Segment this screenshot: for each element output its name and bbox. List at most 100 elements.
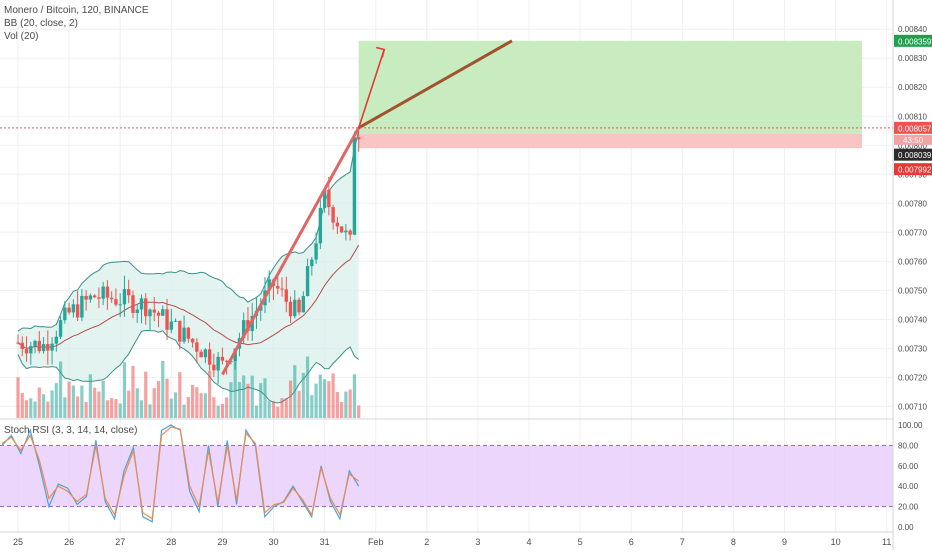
candle-body [352,137,357,235]
time-tick-label: Feb [368,537,384,547]
volume-bar [331,373,335,418]
price-tick-label: 0.00840 [898,25,927,34]
stop-price-tag-digit: 92 [922,166,931,175]
volume-bar [88,374,92,418]
candle-body [101,286,105,299]
volume-bar [344,391,348,418]
volume-bar [76,396,80,418]
volume-bar [139,400,144,418]
candle-body [50,343,54,351]
volume-bar [314,383,318,418]
volume-bar [242,375,246,418]
candle-body [37,340,41,352]
price-tick-label: 0.00750 [898,286,927,295]
stop-price-tag: 0.007992 [898,166,932,175]
candle-body [331,207,335,223]
candle-body [356,137,361,140]
price-tick-label: 0.00830 [898,54,927,63]
candle-body [322,189,327,208]
volume-bar [165,378,169,418]
candle-body [127,289,131,296]
volume-bar [284,398,288,418]
price-tick-label: 0.00710 [898,402,927,411]
volume-bar [352,374,357,418]
vol-legend: Vol (20) [4,31,39,42]
volume-bar [293,365,297,418]
volume-bar [229,382,233,418]
price-tick-label: 0.00730 [898,344,927,353]
current-price-tag-value: 0.0080 [898,124,923,133]
candle-body [203,349,208,358]
volume-bar [24,400,29,418]
candle-body [241,320,246,339]
current-price-tag-bg [894,121,932,134]
stoch-legend: Stoch RSI (3, 3, 14, 14, close) [4,425,138,436]
volume-bar [169,398,173,418]
volume-bar [208,370,212,418]
volume-bar [310,395,314,418]
price-tick-label: 0.00720 [898,373,927,382]
volume-bar [203,393,207,418]
stoch-tick-label: 0.00 [898,523,914,532]
volume-bar [259,383,263,418]
volume-bar [335,392,339,418]
stoch-tick-label: 40.00 [898,482,919,491]
candle-body [216,356,220,371]
candle-body [75,304,80,318]
volume-bar [46,401,50,418]
current-price-tag-digit: 57 [922,124,931,133]
volume-bar [305,356,310,418]
price-tick-label: 0.00780 [898,199,927,208]
current-price-tag: 0.008057 [898,124,932,133]
candle-body [131,295,135,313]
volume-bar [212,397,216,418]
stoch-d-line [1,426,360,520]
candle-body [267,279,271,291]
candle-body [109,297,114,300]
price-tick-label: 0.00820 [898,83,927,92]
stop-zone [358,133,862,149]
entry-price-tag-value: 0.0080 [898,151,923,160]
target-price-tag-value: 0.00835 [898,37,927,46]
time-tick-label: 10 [831,537,841,547]
volume-bar [348,389,352,418]
candle-body [301,295,306,313]
volume-bar [288,380,293,418]
volume-bar [182,404,186,418]
volume-bar [220,404,224,418]
candle-body [24,348,29,354]
volume-bar [67,381,71,418]
target-arrow-head [376,46,386,58]
volume-bars [16,356,361,418]
volume-bar [135,388,139,418]
candle-body [190,338,195,343]
volume-bar [186,397,190,418]
candle-body [80,295,84,318]
candle-body [41,344,46,352]
price-tick-label: 0.00770 [898,228,927,237]
volume-bar [225,397,229,418]
candle-body [178,320,182,342]
stoch-tick-label: 100.00 [898,421,923,430]
volume-bar [63,397,67,418]
candle-body [88,295,93,300]
candle-body [207,349,212,365]
volume-bar [101,380,105,418]
time-tick-label: 4 [526,537,531,547]
candle-body [186,327,191,339]
candle-body [212,364,216,371]
position-zones [358,40,862,149]
volume-bar [41,394,46,418]
candle-body [173,320,178,322]
time-tick-label: 2 [424,537,429,547]
candle-body [310,259,314,267]
volume-bar [29,398,33,418]
candle-body [161,309,165,316]
countdown-bg [894,134,932,145]
candle-body [276,285,280,289]
candle-body [199,351,203,358]
volume-bar [20,392,24,418]
ascending-trendline [221,127,360,376]
entry-price-tag-bg [894,148,932,161]
